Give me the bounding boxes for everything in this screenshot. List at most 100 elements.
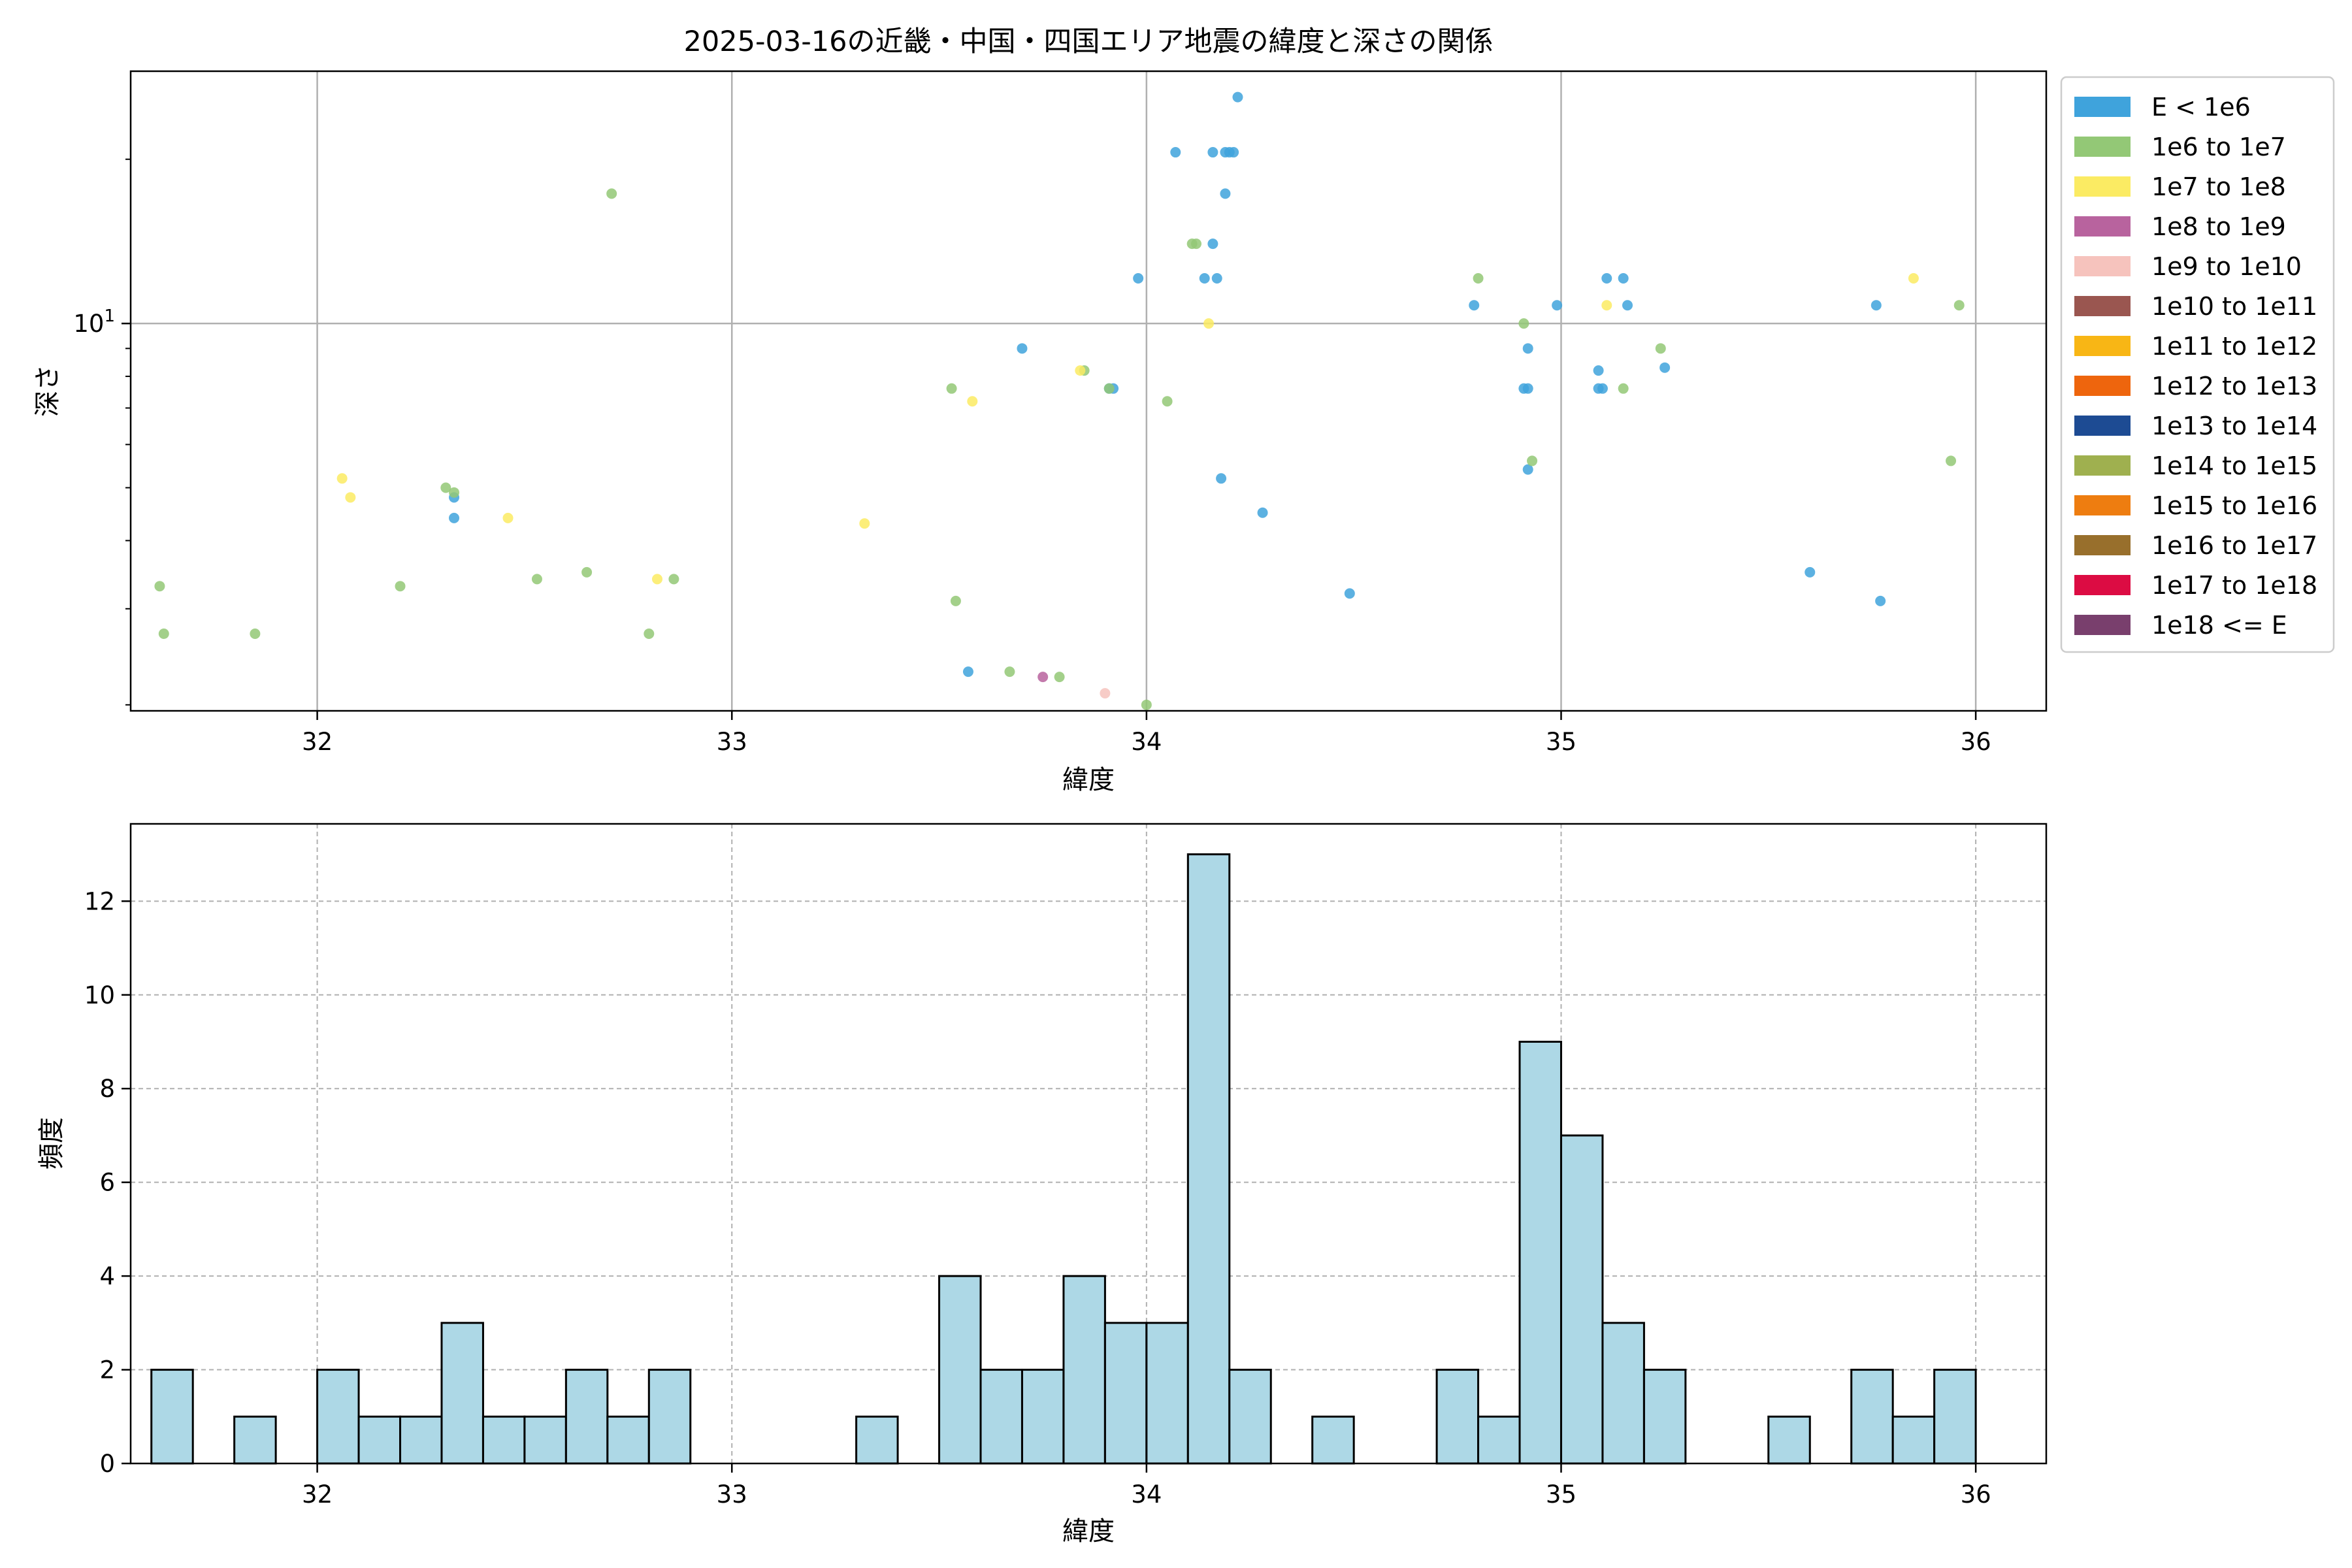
- scatter-point: [859, 518, 870, 529]
- histogram-bar: [523, 1415, 567, 1465]
- histogram-bar: [233, 1415, 277, 1465]
- histogram-xtick-label: 36: [1961, 1480, 1991, 1509]
- histogram-bar: [1062, 1275, 1106, 1465]
- histogram-bar: [606, 1415, 650, 1465]
- legend: E < 1e6 1e6 to 1e7 1e7 to 1e8 1e8 to 1e9 1e9…: [2060, 76, 2335, 653]
- histogram-bar: [938, 1275, 982, 1465]
- legend-swatch: [2074, 615, 2131, 635]
- legend-label: 1e8 to 1e9: [2151, 212, 2286, 241]
- scatter-ylabel: 深さ: [33, 365, 63, 417]
- scatter-title: 2025-03-16の近畿・中国・四国エリア地震の緯度と深さの関係: [684, 25, 1494, 58]
- histogram-xlabel: 緯度: [1062, 1516, 1115, 1546]
- scatter-point: [1622, 300, 1633, 311]
- legend-swatch: [2074, 256, 2131, 276]
- histogram-ytick-label: 6: [99, 1169, 115, 1197]
- histogram-ytick-label: 0: [99, 1450, 115, 1478]
- scatter-point: [668, 574, 679, 585]
- scatter-point: [1216, 473, 1227, 484]
- histogram-bar: [1642, 1369, 1687, 1465]
- histogram-ytick-label: 8: [99, 1075, 115, 1103]
- histogram-bar: [647, 1369, 692, 1465]
- histogram-bar: [1311, 1415, 1355, 1465]
- scatter-point: [1469, 300, 1480, 311]
- scatter-point: [1870, 300, 1882, 311]
- scatter-point: [1618, 383, 1629, 394]
- scatter-xtick-label: 32: [302, 728, 333, 756]
- histogram-bar: [564, 1369, 609, 1465]
- legend-swatch: [2074, 575, 2131, 595]
- scatter-minor-yticks: [125, 158, 131, 706]
- histogram-bar: [1560, 1134, 1604, 1465]
- scatter-point: [1170, 147, 1181, 158]
- legend-label: 1e13 to 1e14: [2151, 412, 2317, 440]
- scatter-point: [1805, 566, 1816, 578]
- legend-swatch: [2074, 216, 2131, 237]
- scatter-point: [1199, 273, 1210, 284]
- histogram-bar: [1228, 1369, 1272, 1465]
- scatter-point: [154, 581, 165, 592]
- legend-label: 1e17 to 1e18: [2151, 571, 2317, 600]
- scatter-point: [440, 482, 451, 493]
- scatter-point: [1100, 688, 1111, 699]
- histogram-bar: [1021, 1369, 1065, 1465]
- legend-swatch: [2074, 495, 2131, 515]
- scatter-point: [1228, 147, 1239, 158]
- legend-swatch: [2074, 376, 2131, 396]
- histogram-bar: [1518, 1041, 1562, 1465]
- legend-swatch: [2074, 97, 2131, 117]
- scatter-point: [395, 581, 406, 592]
- scatter-point: [1211, 273, 1222, 284]
- scatter-point: [1017, 343, 1028, 354]
- scatter-point: [1103, 383, 1115, 394]
- scatter-point: [1522, 383, 1533, 394]
- scatter-xlabel: 緯度: [1062, 765, 1115, 795]
- legend-label: 1e15 to 1e16: [2151, 491, 2317, 520]
- scatter-point: [1473, 273, 1484, 284]
- scatter-point: [1037, 672, 1049, 683]
- scatter-point: [606, 188, 617, 199]
- scatter-point: [1601, 273, 1612, 284]
- legend-label: 1e9 to 1e10: [2151, 252, 2302, 281]
- scatter-point: [962, 666, 973, 678]
- legend-label: 1e16 to 1e17: [2151, 531, 2317, 560]
- histogram-bar: [150, 1369, 194, 1465]
- legend-swatch: [2074, 535, 2131, 555]
- histogram-bar: [1767, 1415, 1811, 1465]
- scatter-point: [449, 487, 460, 498]
- legend-label: 1e10 to 1e11: [2151, 292, 2317, 321]
- scatter-point: [1522, 464, 1533, 475]
- scatter-point: [250, 628, 261, 639]
- legend-swatch: [2074, 176, 2131, 197]
- scatter-point: [950, 595, 961, 606]
- scatter-point: [1953, 300, 1965, 311]
- scatter-plot-frame: [129, 70, 2048, 712]
- legend-swatch: [2074, 296, 2131, 316]
- legend-label: 1e6 to 1e7: [2151, 133, 2286, 161]
- scatter-point: [1191, 238, 1202, 250]
- legend-frame: [2060, 76, 2335, 653]
- legend-label: E < 1e6: [2151, 93, 2251, 122]
- scatter-point: [1162, 396, 1173, 407]
- histogram-bar: [357, 1415, 402, 1465]
- scatter-xtick-label: 35: [1546, 728, 1576, 756]
- scatter-xtick-label: 36: [1961, 728, 1991, 756]
- histogram-xtick-label: 33: [717, 1480, 747, 1509]
- scatter-point: [1597, 383, 1608, 394]
- histogram-ytick-label: 4: [99, 1262, 115, 1290]
- legend-swatch: [2074, 416, 2131, 436]
- histogram-bar: [1103, 1322, 1148, 1465]
- scatter-point: [1344, 588, 1355, 599]
- histogram-bar: [482, 1415, 526, 1465]
- scatter-point: [1655, 343, 1666, 354]
- histogram-bar: [399, 1415, 443, 1465]
- histogram-bar: [1850, 1369, 1894, 1465]
- scatter-point: [1075, 365, 1086, 376]
- scatter-xtick-label: 34: [1131, 728, 1162, 756]
- histogram-xtick-label: 34: [1131, 1480, 1162, 1509]
- histogram-bar: [316, 1369, 360, 1465]
- histogram-bar: [1891, 1415, 1936, 1465]
- scatter-point: [1232, 91, 1243, 103]
- scatter-point: [644, 628, 655, 639]
